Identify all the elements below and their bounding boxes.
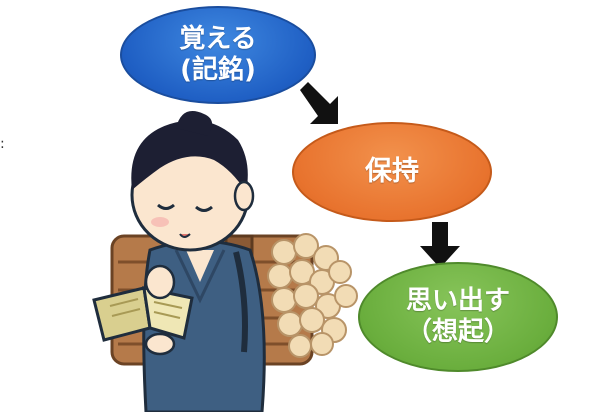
boy-head xyxy=(130,111,255,252)
node-recall: 思い出す （想起） xyxy=(358,262,558,372)
boy-hands xyxy=(144,264,176,356)
node-memorize-label: 覚える (記銘) xyxy=(179,23,257,85)
node-retain: 保持 xyxy=(292,122,492,222)
node-memorize: 覚える (記銘) xyxy=(120,6,316,104)
arrow-memorize-to-retain xyxy=(300,82,338,124)
open-book xyxy=(92,286,194,342)
stray-mark: : xyxy=(0,136,5,152)
node-retain-label: 保持 xyxy=(365,155,419,187)
arrow-retain-to-recall xyxy=(420,222,460,268)
node-recall-label: 思い出す （想起） xyxy=(405,285,510,347)
